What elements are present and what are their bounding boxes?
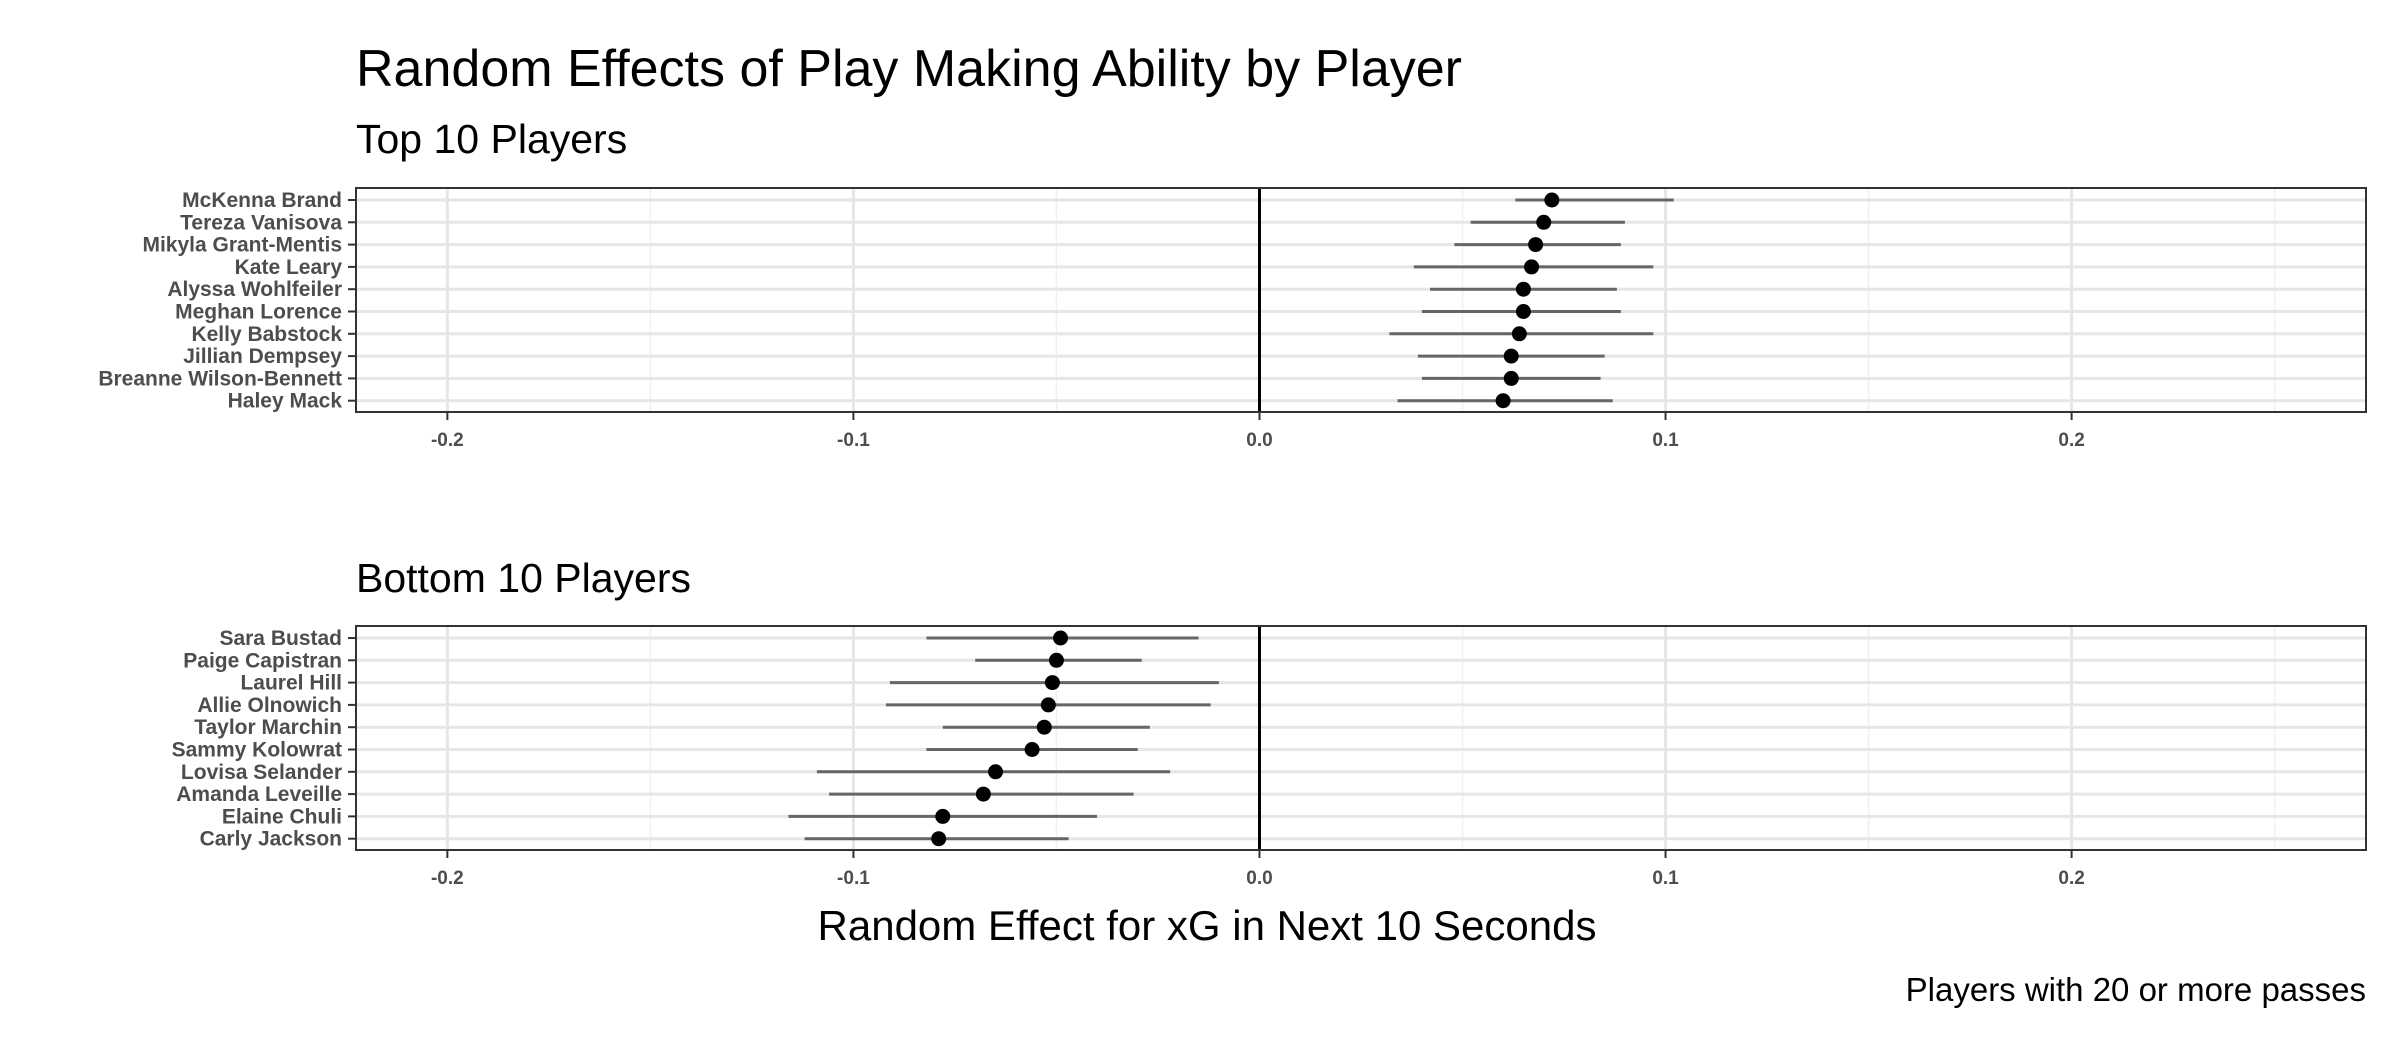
x-tick-label: 0.0 (1246, 868, 1272, 889)
estimate-point (1536, 214, 1552, 230)
estimate-point (988, 764, 1004, 780)
estimate-point (1044, 675, 1060, 691)
x-tick-label: 0.2 (2058, 430, 2084, 451)
estimate-point (1048, 652, 1064, 668)
y-tick-label: Tereza Vanisova (180, 211, 342, 234)
estimate-point (1524, 259, 1540, 275)
estimate-point (1503, 370, 1519, 386)
estimate-point (1515, 281, 1531, 297)
estimate-point (975, 786, 991, 802)
y-tick-label: Alyssa Wohlfeiler (167, 278, 342, 301)
panel-border (355, 187, 2367, 413)
y-tick-label: Laurel Hill (240, 672, 342, 695)
estimate-point (1053, 630, 1069, 646)
x-tick-label: 0.1 (1652, 430, 1679, 451)
chart-title: Random Effects of Play Making Ability by… (356, 40, 1462, 98)
x-tick-label: -0.2 (431, 430, 464, 451)
y-tick-label: Kate Leary (235, 256, 343, 279)
x-axis-title: Random Effect for xG in Next 10 Seconds (818, 902, 1597, 949)
y-tick-label: Mikyla Grant-Mentis (142, 234, 342, 257)
estimate-point (1495, 393, 1511, 409)
y-tick-label: Jillian Dempsey (183, 345, 342, 368)
y-tick-label: Allie Olnowich (197, 694, 342, 717)
estimate-point (1024, 742, 1040, 757)
x-tick-label: -0.2 (431, 868, 464, 889)
x-tick-label: 0.0 (1246, 430, 1272, 451)
panel-border (355, 625, 2367, 851)
x-tick-label: 0.2 (2058, 868, 2084, 889)
y-tick-label: Amanda Leveille (176, 783, 342, 806)
estimate-point (931, 831, 947, 847)
estimate-point (1036, 719, 1052, 735)
caption: Players with 20 or more passes (1906, 971, 2366, 1008)
estimate-point (1515, 304, 1531, 319)
y-tick-label: Breanne Wilson-Bennett (98, 367, 342, 390)
y-tick-label: Sammy Kolowrat (172, 739, 342, 762)
plot-background (356, 626, 2366, 850)
x-tick-label: -0.1 (837, 868, 870, 889)
estimate-point (1544, 192, 1560, 208)
y-tick-label: Elaine Chuli (222, 805, 342, 828)
y-tick-label: Taylor Marchin (194, 716, 342, 739)
estimate-point (1511, 326, 1527, 342)
plot-background (356, 188, 2366, 412)
x-tick-label: 0.1 (1652, 868, 1679, 889)
y-tick-label: McKenna Brand (182, 189, 342, 212)
estimate-point (1503, 348, 1519, 364)
x-tick-label: -0.1 (837, 430, 870, 451)
y-tick-label: Carly Jackson (200, 828, 342, 851)
estimate-point (935, 808, 951, 824)
panel-subtitle: Bottom 10 Players (356, 555, 691, 601)
y-tick-label: Paige Capistran (183, 649, 342, 672)
estimate-point (1040, 697, 1056, 713)
panel-subtitle: Top 10 Players (356, 116, 627, 162)
y-tick-label: Lovisa Selander (181, 761, 342, 784)
y-tick-label: Sara Bustad (219, 627, 342, 650)
estimate-point (1528, 237, 1544, 253)
y-tick-label: Kelly Babstock (191, 323, 342, 346)
y-tick-label: Haley Mack (228, 390, 343, 413)
y-tick-label: Meghan Lorence (175, 301, 342, 324)
